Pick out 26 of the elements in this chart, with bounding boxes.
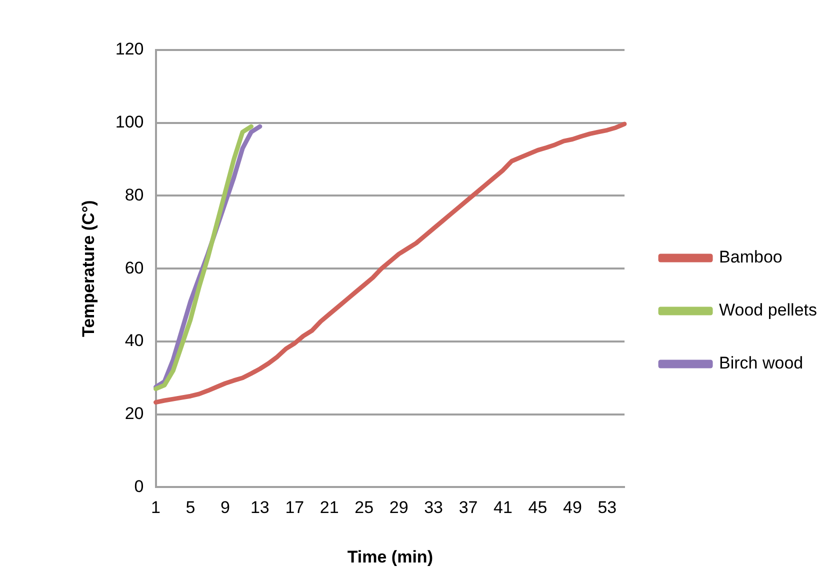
x-tick-label: 21 [320,498,339,518]
y-tick-label: 120 [115,40,144,59]
y-tick-label: 40 [124,331,144,350]
x-tick-label: 49 [562,498,582,518]
y-tick-label: 80 [124,185,144,204]
x-tick-label: 29 [389,498,408,518]
x-tick-label: 45 [528,498,548,518]
x-tick-label: 5 [186,498,196,518]
x-axis-title: Time (min) [347,547,433,566]
x-tick-label: 53 [598,498,617,518]
legend-label: Birch wood [719,354,804,373]
x-tick-label: 17 [285,498,304,518]
y-tick-label: 60 [124,258,144,278]
x-tick-label: 37 [458,498,478,518]
y-tick-label: 20 [124,404,144,424]
legend-label: Wood pellets [719,300,818,320]
x-tick-label: 13 [250,498,270,518]
legend-label: Bamboo [719,248,782,267]
x-tick-label: 9 [220,498,230,518]
x-tick-label: 25 [354,498,374,518]
x-tick-label: 33 [424,498,444,518]
y-tick-label: 100 [115,112,144,132]
y-tick-label: 0 [134,476,144,496]
y-axis-title: Temperature (C°) [78,200,98,338]
x-tick-label: 41 [494,498,512,518]
x-tick-label: 1 [151,498,160,518]
